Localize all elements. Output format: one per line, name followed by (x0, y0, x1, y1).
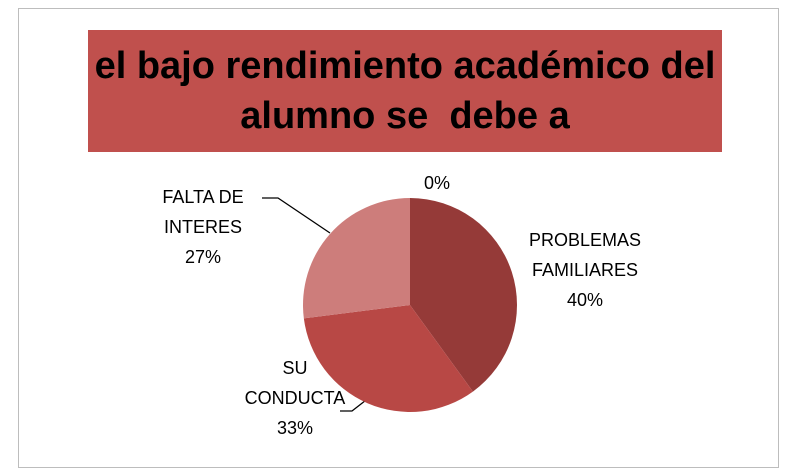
category-label: SU CONDUCTA (244, 358, 346, 408)
value-label: 40% (566, 290, 604, 310)
data-label: 0% (407, 168, 467, 198)
leader-line (262, 197, 331, 234)
leader-line (340, 396, 371, 412)
category-label: PROBLEMAS FAMILIARES (528, 230, 642, 280)
title-box: el bajo rendimiento académico del alumno… (88, 30, 722, 152)
chart-title: el bajo rendimiento académico del alumno… (94, 45, 726, 137)
pie-slice (410, 198, 517, 392)
data-label: SU CONDUCTA 33% (240, 353, 350, 443)
value-label: 27% (184, 247, 222, 267)
data-label: FALTA DE INTERES 27% (146, 182, 261, 272)
category-label: FALTA DE INTERES (162, 187, 244, 237)
value-label: 33% (276, 418, 314, 438)
pie-slice (303, 198, 410, 319)
plot (262, 197, 517, 412)
chart: el bajo rendimiento académico del alumno… (18, 8, 779, 468)
value-label: 0% (423, 173, 450, 193)
data-label: PROBLEMAS FAMILIARES 40% (510, 225, 660, 315)
pie-slice (303, 305, 473, 412)
